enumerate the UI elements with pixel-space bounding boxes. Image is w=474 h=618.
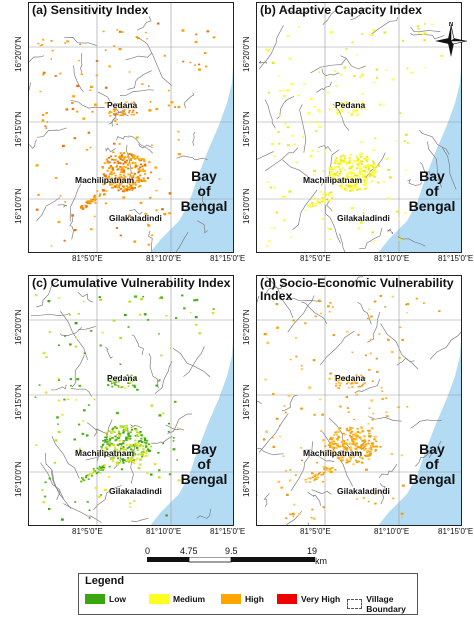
- lat-label: 16°15'0"N: [14, 384, 23, 420]
- lat-label: 16°20'0"N: [14, 36, 23, 72]
- place-label-pedana: Pedana: [335, 373, 366, 383]
- lon-label: 81°5'0"E: [300, 527, 331, 536]
- sea-label-line: of: [197, 183, 211, 199]
- legend-item-medium: Medium: [149, 594, 205, 604]
- legend-item-village-boundary: Village Boundary: [347, 594, 417, 614]
- scale-tick-0: 0: [145, 546, 151, 556]
- scale-tick-1: 4.75: [180, 546, 198, 556]
- legend-item-low: Low: [85, 594, 126, 604]
- sea-label-bay-of-bengal: Bay of Bengal: [177, 169, 231, 214]
- sea-label-line: Bay: [419, 441, 445, 457]
- place-label-gilakaladindi: Gilakaladindi: [337, 486, 390, 496]
- lon-label: 81°5'0"E: [72, 527, 103, 536]
- map-canvas: [29, 276, 233, 525]
- scale-bar-graphic: [147, 557, 315, 563]
- sea-label-line: Bay: [191, 168, 217, 184]
- map-panel-adaptive-capacity: (b) Adaptive Capacity Index Pedana Machil…: [256, 2, 462, 253]
- north-arrow-icon: N: [435, 22, 468, 57]
- legend-swatch-village-boundary: [347, 599, 363, 609]
- settlement-patches: [265, 23, 443, 248]
- lat-label: 16°20'0"N: [14, 309, 23, 345]
- place-label-machilipatnam: Machilipatnam: [75, 448, 135, 458]
- sea-label-bay-of-bengal: Bay of Bengal: [405, 442, 459, 487]
- legend-swatch-very-high: [277, 594, 297, 604]
- place-label-gilakaladindi: Gilakaladindi: [109, 486, 162, 496]
- sea-label-line: Bengal: [180, 198, 228, 214]
- legend: Legend Low Medium High Very High Village…: [78, 573, 418, 615]
- sea-label-bay-of-bengal: Bay of Bengal: [177, 442, 231, 487]
- settlement-patches: [35, 22, 216, 247]
- map-panel-socio-economic-vulnerability: (d) Socio-Economic Vulnerability Index P…: [256, 275, 462, 526]
- lon-label: 81°5'0"E: [300, 254, 331, 263]
- lat-label: 16°10'0"N: [242, 461, 251, 497]
- compass-n: N: [449, 22, 453, 28]
- sea-label-line: Bay: [419, 168, 445, 184]
- legend-swatch-low: [85, 594, 105, 604]
- place-label-pedana: Pedana: [335, 100, 366, 110]
- sea-label-line: Bengal: [180, 471, 228, 487]
- map-panel-sensitivity: (a) Sensitivity Index Pedana Machilipatna…: [28, 2, 234, 253]
- place-label-pedana: Pedana: [107, 100, 138, 110]
- scale-bar: 0 4.75 9.5 19 km: [145, 546, 327, 566]
- lon-label: 81°15'0"E: [210, 527, 246, 536]
- lat-label: 16°15'0"N: [242, 111, 251, 147]
- sea-label-bay-of-bengal: Bay of Bengal: [405, 169, 459, 214]
- panel-title: (a) Sensitivity Index: [32, 3, 149, 17]
- map-panel-cumulative-vulnerability: (c) Cumulative Vulnerability Index Pedan…: [28, 275, 234, 526]
- place-label-machilipatnam: Machilipatnam: [75, 175, 135, 185]
- scale-tick-2: 9.5: [225, 546, 238, 556]
- lat-label: 16°20'0"N: [242, 36, 251, 72]
- map-canvas: [29, 3, 233, 252]
- sea-label-line: Bay: [191, 441, 217, 457]
- map-canvas: [257, 276, 461, 525]
- scale-unit: km: [315, 556, 327, 566]
- map-canvas: [257, 3, 461, 252]
- lat-label: 16°10'0"N: [14, 188, 23, 224]
- place-label-gilakaladindi: Gilakaladindi: [337, 213, 390, 223]
- sea-label-line: Bengal: [408, 198, 456, 214]
- legend-swatch-medium: [149, 594, 169, 604]
- lon-label: 81°15'0"E: [210, 254, 246, 263]
- sea-label-line: Bengal: [408, 471, 456, 487]
- place-label-gilakaladindi: Gilakaladindi: [109, 213, 162, 223]
- legend-item-very-high: Very High: [277, 594, 340, 604]
- village-boundaries: [257, 7, 457, 252]
- lat-label: 16°15'0"N: [242, 384, 251, 420]
- place-label-machilipatnam: Machilipatnam: [303, 448, 363, 458]
- lon-label: 81°15'0"E: [438, 527, 474, 536]
- lon-label: 81°5'0"E: [72, 254, 103, 263]
- place-label-pedana: Pedana: [107, 373, 138, 383]
- lat-label: 16°20'0"N: [242, 309, 251, 345]
- lon-label: 81°15'0"E: [438, 254, 474, 263]
- sea-label-line: of: [425, 456, 439, 472]
- panel-title: (b) Adaptive Capacity Index: [260, 3, 423, 17]
- legend-title: Legend: [85, 575, 125, 587]
- lat-label: 16°10'0"N: [242, 188, 251, 224]
- sea-label-line: of: [425, 183, 439, 199]
- lat-label: 16°10'0"N: [14, 461, 23, 497]
- lon-label: 81°10'0"E: [374, 527, 410, 536]
- lat-label: 16°15'0"N: [14, 111, 23, 147]
- settlement-patches: [262, 294, 441, 520]
- settlement-patches: [34, 294, 215, 521]
- sea-area: [150, 68, 233, 252]
- panel-title: (d) Socio-Economic Vulnerability Index: [260, 276, 454, 303]
- legend-item-high: High: [221, 594, 264, 604]
- sea-label-line: of: [197, 456, 211, 472]
- sea-area: [150, 341, 233, 525]
- sea-area: [378, 68, 461, 252]
- lon-label: 81°10'0"E: [146, 527, 182, 536]
- panel-title: (c) Cumulative Vulnerability Index: [32, 276, 231, 290]
- legend-swatch-high: [221, 594, 241, 604]
- scale-tick-3: 19: [307, 546, 318, 556]
- place-label-machilipatnam: Machilipatnam: [303, 175, 363, 185]
- lon-label: 81°10'0"E: [146, 254, 182, 263]
- sea-area: [378, 341, 461, 525]
- lon-label: 81°10'0"E: [374, 254, 410, 263]
